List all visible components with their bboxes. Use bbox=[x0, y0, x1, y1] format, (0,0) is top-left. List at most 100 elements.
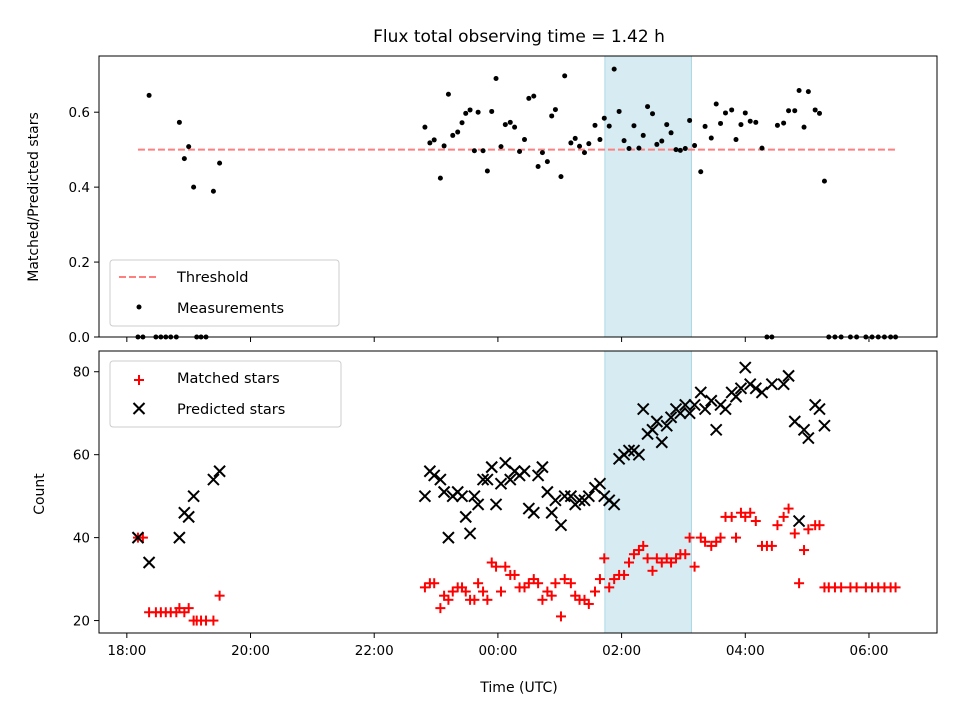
point-predicted-stars bbox=[549, 494, 562, 507]
point-predicted-stars bbox=[710, 423, 723, 437]
point-predicted-stars bbox=[182, 510, 195, 524]
y-tick-label-top: 0.6 bbox=[69, 105, 90, 121]
point-predicted-stars bbox=[765, 377, 779, 391]
point-matched-stars bbox=[638, 540, 649, 551]
point-measurements bbox=[521, 137, 527, 143]
point-predicted-stars bbox=[471, 498, 485, 511]
point-measurements bbox=[512, 124, 518, 130]
point-measurements bbox=[786, 108, 792, 114]
point-measurements bbox=[796, 87, 802, 93]
point-measurements bbox=[558, 174, 564, 180]
point-predicted-stars bbox=[637, 402, 650, 416]
point-measurements bbox=[191, 184, 197, 190]
point-matched-stars bbox=[715, 532, 726, 543]
point-measurements bbox=[621, 138, 627, 144]
point-predicted-stars bbox=[518, 465, 531, 478]
point-predicted-stars bbox=[442, 531, 455, 544]
point-measurements bbox=[181, 156, 187, 162]
point-predicted-stars bbox=[531, 469, 545, 482]
point-measurements bbox=[467, 107, 473, 113]
point-measurements bbox=[606, 123, 612, 129]
point-matched-stars bbox=[700, 536, 711, 547]
point-measurements bbox=[422, 124, 428, 130]
point-measurements bbox=[747, 118, 753, 124]
point-predicted-stars bbox=[755, 386, 769, 399]
point-measurements bbox=[475, 109, 481, 115]
y-axis-label-top: Matched/Predicted stars bbox=[26, 112, 42, 282]
observing-span-top bbox=[604, 55, 692, 338]
point-predicted-stars bbox=[173, 531, 186, 544]
point-matched-stars bbox=[890, 582, 901, 593]
point-matched-stars bbox=[604, 582, 615, 593]
point-measurements bbox=[774, 122, 780, 128]
point-predicted-stars bbox=[683, 406, 696, 420]
point-predicted-stars bbox=[664, 411, 678, 424]
point-predicted-stars bbox=[564, 489, 578, 503]
point-predicted-stars bbox=[573, 494, 586, 507]
point-measurements bbox=[437, 175, 443, 181]
point-matched-stars bbox=[482, 594, 493, 605]
point-measurements bbox=[176, 119, 182, 125]
point-measurements bbox=[531, 93, 537, 99]
point-measurements bbox=[493, 75, 499, 81]
point-predicted-stars bbox=[749, 382, 763, 395]
point-matched-stars bbox=[726, 511, 737, 522]
point-measurements bbox=[626, 146, 632, 152]
point-predicted-stars bbox=[818, 419, 831, 432]
point-measurements bbox=[517, 149, 523, 155]
point-measurements bbox=[792, 108, 798, 114]
point-measurements bbox=[572, 135, 578, 141]
point-predicted-stars bbox=[434, 473, 447, 486]
point-measurements bbox=[592, 122, 598, 128]
point-matched-stars bbox=[478, 586, 489, 597]
point-measurements bbox=[552, 107, 558, 113]
point-predicted-stars bbox=[719, 402, 732, 416]
point-matched-stars bbox=[495, 586, 506, 597]
point-measurements bbox=[753, 119, 759, 125]
y-tick-label-bottom: 60 bbox=[73, 448, 90, 464]
point-predicted-stars bbox=[777, 377, 790, 391]
point-matched-stars bbox=[460, 586, 471, 597]
legend-measurements-swatch bbox=[136, 304, 142, 310]
legend-box bbox=[109, 360, 342, 428]
point-matched-stars bbox=[473, 578, 484, 589]
point-predicted-stars bbox=[655, 436, 668, 449]
point-measurements bbox=[616, 108, 622, 114]
point-measurements bbox=[805, 89, 811, 95]
point-predicted-stars bbox=[485, 460, 498, 474]
point-matched-stars bbox=[647, 565, 658, 576]
point-matched-stars bbox=[689, 561, 700, 572]
point-matched-stars bbox=[537, 594, 548, 605]
point-measurements bbox=[677, 147, 683, 153]
point-matched-stars bbox=[680, 549, 691, 560]
point-measurements bbox=[544, 159, 550, 165]
point-measurements bbox=[445, 91, 451, 97]
panel-top: 0.0 0.2 0.4 0.6 Threshold Measurements bbox=[69, 55, 938, 346]
point-measurements bbox=[484, 168, 490, 174]
point-predicted-stars bbox=[688, 398, 701, 412]
point-predicted-stars bbox=[607, 498, 621, 511]
point-measurements bbox=[562, 73, 568, 79]
point-measurements bbox=[664, 122, 670, 128]
x-tick-label: 00:00 bbox=[478, 643, 517, 659]
x-tick-label: 04:00 bbox=[726, 643, 765, 659]
legend-matched-label: Matched stars bbox=[177, 371, 280, 387]
point-measurements bbox=[463, 110, 469, 116]
point-measurements bbox=[186, 144, 192, 150]
point-predicted-stars bbox=[694, 386, 707, 399]
point-measurements bbox=[713, 101, 719, 107]
point-predicted-stars bbox=[142, 556, 156, 569]
point-matched-stars bbox=[559, 574, 570, 585]
axes-frame-top bbox=[98, 55, 938, 338]
point-matched-stars bbox=[599, 553, 610, 564]
point-measurements bbox=[507, 119, 513, 125]
observing-span-bottom bbox=[604, 350, 692, 634]
point-measurements bbox=[645, 104, 651, 110]
point-matched-stars bbox=[443, 594, 454, 605]
x-tick-label: 18:00 bbox=[107, 643, 146, 659]
point-predicted-stars bbox=[187, 489, 200, 503]
point-predicted-stars bbox=[455, 489, 469, 503]
point-predicted-stars bbox=[739, 361, 752, 374]
point-predicted-stars bbox=[536, 460, 549, 474]
